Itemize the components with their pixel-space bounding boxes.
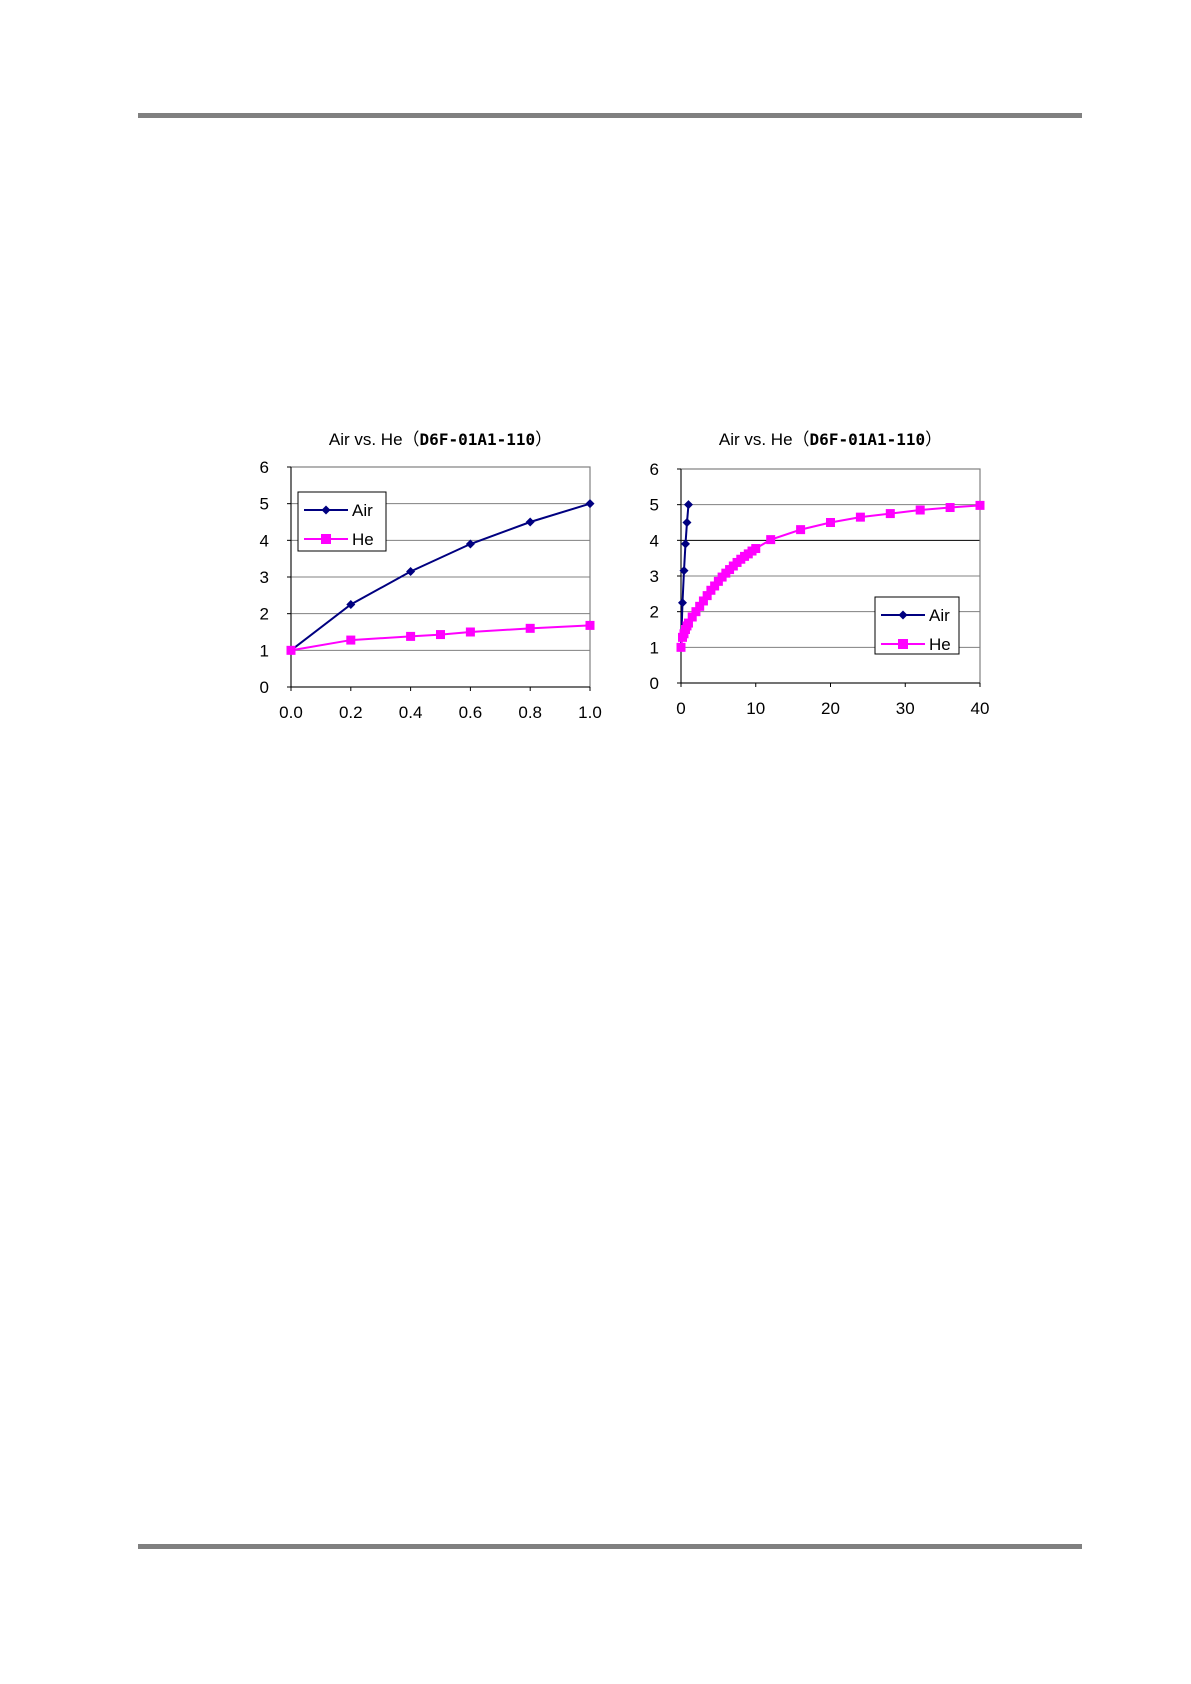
chart-right-svg: Air vs. He（D6F-01A1-110） 0 1 2 3 4 5 6 0 10 20 30 40…	[650, 430, 990, 718]
x-tick-label: 40	[971, 699, 990, 718]
legend-marker-he	[898, 639, 908, 649]
data-point-he	[710, 581, 720, 591]
y-tick-label: 5	[650, 496, 659, 515]
x-tick-label: 30	[896, 699, 915, 718]
y-tick-label: 1	[260, 641, 269, 660]
chart-title-prefix: Air vs. He（	[329, 430, 420, 449]
chart-title-suffix: ）	[925, 430, 942, 449]
data-point-air	[680, 539, 690, 549]
chart-title: Air vs. He（D6F-01A1-110）	[329, 430, 552, 449]
x-tick-label: 1.0	[578, 703, 602, 722]
data-point-air	[346, 600, 356, 609]
legend-marker-he	[321, 534, 331, 544]
data-point-he	[751, 544, 761, 554]
data-point-he	[691, 607, 701, 617]
legend-label-he: He	[352, 530, 374, 549]
y-tick-label: 0	[650, 674, 659, 693]
legend-marker-air	[321, 505, 331, 515]
data-point-he	[945, 503, 955, 513]
chart-air-vs-he-linear: Air vs. He（D6F-01A1-110） 0 1 2 3 4 5 6 0.0 0.2 0.4…	[242, 425, 642, 735]
data-point-he	[683, 618, 693, 628]
data-point-he	[286, 645, 296, 655]
series-line-air	[290, 502, 591, 652]
chart-title-prefix: Air vs. He（	[719, 430, 810, 449]
chart-title-suffix: ）	[535, 430, 552, 449]
data-point-he	[585, 620, 595, 630]
data-point-he	[676, 642, 686, 652]
x-tick-label: 0.0	[279, 703, 303, 722]
x-tick-label: 0.4	[399, 703, 423, 722]
data-point-he	[766, 535, 776, 545]
data-point-air	[683, 500, 693, 510]
data-point-air	[406, 567, 416, 576]
data-point-he	[406, 631, 416, 641]
data-point-he	[465, 627, 475, 637]
data-point-he	[525, 623, 535, 633]
data-point-he	[826, 518, 835, 527]
chart-title: Air vs. He（D6F-01A1-110）	[719, 430, 942, 449]
data-point-he	[702, 591, 712, 601]
data-point-he	[687, 612, 697, 622]
y-tick-label: 1	[650, 638, 659, 657]
y-tick-label: 4	[650, 531, 659, 550]
x-tick-label: 0.6	[459, 703, 483, 722]
chart-title-model: D6F-01A1-110	[810, 430, 926, 449]
data-point-he	[698, 596, 708, 606]
data-point-he	[695, 601, 705, 611]
chart-title-model: D6F-01A1-110	[420, 430, 536, 449]
y-tick-label: 2	[650, 603, 659, 622]
chart-air-vs-he-wide: Air vs. He（D6F-01A1-110） 0 1 2 3 4 5 6 0 10 20 30 40…	[632, 425, 1032, 735]
legend-label-air: Air	[929, 606, 950, 625]
y-tick-label: 6	[650, 460, 659, 479]
y-tick-label: 3	[650, 567, 659, 586]
header-rule	[138, 113, 1082, 118]
data-point-he	[975, 500, 985, 510]
x-tick-label: 10	[746, 699, 765, 718]
data-point-he	[796, 525, 806, 535]
data-point-he	[885, 509, 895, 519]
legend-marker-air	[898, 610, 908, 620]
x-tick-label: 0	[676, 699, 685, 718]
y-tick-label: 2	[260, 605, 269, 624]
y-tick-label: 3	[260, 568, 269, 587]
x-tick-label: 0.8	[518, 703, 542, 722]
data-point-air	[677, 598, 687, 608]
legend-label-air: Air	[352, 501, 373, 520]
data-point-he	[915, 505, 925, 515]
data-point-air	[679, 566, 689, 576]
data-point-air	[585, 499, 595, 509]
y-tick-label: 4	[260, 531, 269, 550]
x-tick-label: 20	[821, 699, 840, 718]
data-point-air	[465, 539, 475, 549]
data-point-he	[346, 635, 356, 645]
data-point-he	[436, 630, 445, 640]
footer-rule	[138, 1544, 1082, 1549]
y-tick-label: 6	[260, 458, 269, 477]
legend-box	[297, 491, 387, 552]
data-point-air	[682, 518, 692, 527]
y-tick-label: 0	[260, 678, 269, 697]
y-tick-label: 5	[260, 495, 269, 514]
data-point-he	[855, 512, 865, 522]
legend-label-he: He	[929, 635, 951, 654]
chart-left-svg: Air vs. He（D6F-01A1-110） 0 1 2 3 4 5 6 0.0 0.2 0.4…	[260, 430, 602, 722]
data-point-air	[525, 517, 535, 527]
x-tick-label: 0.2	[339, 703, 363, 722]
